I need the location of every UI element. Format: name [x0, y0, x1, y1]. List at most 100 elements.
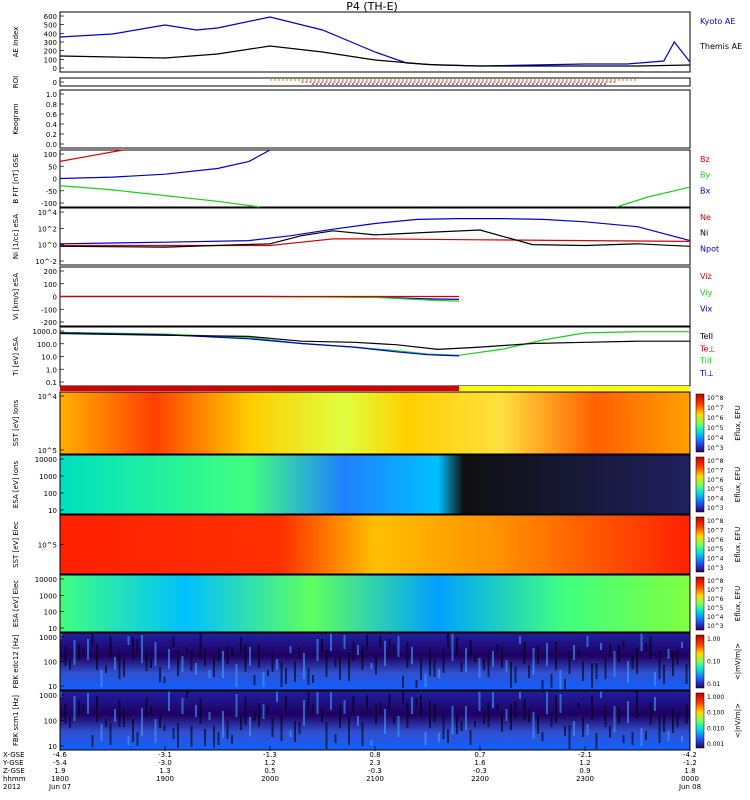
fbk_b-stripe — [537, 716, 539, 734]
fbk_e-stripe — [676, 650, 679, 665]
fbk_e-stripe — [663, 665, 665, 684]
fbk_e-stripe — [343, 635, 346, 649]
fbk_b-stripe — [595, 733, 598, 749]
fbk_b-stripe — [523, 698, 526, 720]
fbk_b-stripe — [586, 724, 589, 735]
fbk_b-stripe — [100, 724, 103, 741]
fbk_e-stripe — [199, 633, 202, 659]
fbk_b-stripe — [492, 692, 494, 708]
fbk_e-stripe — [190, 650, 193, 671]
fbk_e-stripe — [600, 643, 602, 650]
fbk_b-stripe — [505, 709, 508, 721]
fbk_e-stripe — [294, 661, 296, 682]
fbk_b-stripe — [78, 700, 80, 716]
fbk_b-stripe — [478, 691, 481, 711]
sst_elec-ylabel: SST [eV] Elec — [12, 521, 20, 568]
keogram-background — [60, 90, 690, 148]
fbk_b-stripe — [415, 698, 418, 706]
fbk_b-stripe — [442, 716, 445, 739]
x-tick-value: 1900 — [156, 775, 174, 783]
fbk_e-stripe — [528, 665, 530, 678]
fbk_e-stripe — [348, 653, 350, 681]
fbk_b-stripe — [636, 691, 638, 718]
fbk_b-stripe — [348, 717, 350, 745]
esa_elec-ytick-label: 10000 — [35, 576, 57, 584]
fbk_b-stripe — [105, 719, 107, 727]
fbk_b-stripe — [366, 695, 368, 710]
fbk_e-stripe — [402, 676, 404, 688]
fbk_e-stripe — [280, 662, 283, 687]
panel-keogram: Keogram 1.0 0.8 0.6 0.4 0.2 0.0 — [12, 89, 691, 149]
fbk_b-stripe — [645, 731, 647, 740]
esa_ion-colorbar-tick: 10^4 — [707, 496, 724, 503]
fbk_e-stripe — [442, 650, 445, 673]
x-tick-value: 2.3 — [369, 759, 380, 767]
keogram-ytick-label: 0.4 — [46, 121, 58, 129]
fbk_e-stripe — [168, 649, 170, 669]
fbk_b-stripe — [145, 698, 148, 717]
fbk_b-stripe — [559, 694, 562, 713]
fbk_e-stripe — [82, 648, 85, 655]
fbk_b-colorbar-tick: 0.100 — [707, 710, 724, 717]
fbk_b-stripe — [676, 712, 679, 727]
fbk_e-stripe — [73, 640, 76, 665]
fbk_b-stripe — [397, 716, 400, 737]
x-row-label: Y-GSE — [2, 759, 24, 767]
fbk_b-stripe — [312, 705, 314, 713]
keogram-ytick-label: 1.0 — [46, 91, 57, 99]
fbk_e-stripe — [195, 663, 197, 675]
fbk_e-colorbar-tick: 0.10 — [707, 659, 721, 666]
fbk_e-stripe — [672, 652, 674, 676]
fbk_b-stripe — [456, 715, 458, 734]
fbk_e-stripe — [537, 646, 539, 664]
fbk_b-stripe — [208, 712, 211, 720]
fbk_e-ylabel: FBK edc12 [Hz] — [12, 634, 20, 688]
fbk_b-stripe — [73, 696, 76, 721]
fbk_e-stripe — [609, 644, 611, 656]
fbk_e-stripe — [510, 662, 512, 688]
fbk_e-stripe — [631, 656, 634, 669]
fbk_e-stripe — [411, 647, 413, 664]
fbk_e-stripe — [258, 644, 260, 668]
sst_elec-colorbar-tick: 10^4 — [707, 556, 724, 563]
fbk_e-stripe — [60, 633, 62, 639]
esa_ion-spectrogram — [60, 455, 690, 514]
x-tick-value: -0.3 — [473, 767, 487, 775]
ae-ytick-label: 200 — [44, 48, 57, 56]
x-tick-value: 1.2 — [264, 759, 275, 767]
fbk_e-stripe — [564, 679, 566, 689]
fbk_b-ytick-label: 1000 — [39, 692, 57, 700]
esa_ion-ylabel: ESA [eV] Ions — [12, 461, 20, 509]
ti-ylabel: Ti [eV] eSA — [12, 337, 20, 377]
fbk_b-stripe — [235, 694, 238, 717]
esa_elec-colorbar-tick: 10^3 — [707, 623, 724, 630]
fbk_b-ytick-label: 10 — [48, 743, 57, 751]
panel-fbk_b: FBK scm1 [Hz] 1000 100 10 1.000 0.100 0.010 0.0… — [12, 690, 742, 751]
fbk_b-stripe — [258, 703, 260, 727]
fbk_b-stripe — [393, 717, 395, 724]
bfit-legend-entry: By — [700, 171, 710, 180]
fbk_b-colorbar-tick: 0.010 — [707, 725, 724, 732]
fbk_b-stripe — [199, 698, 202, 724]
fbk_e-stripe — [159, 667, 161, 682]
fbk_e-stripe — [334, 658, 337, 667]
fbk_b-stripe — [370, 740, 373, 746]
sst_ion-colorbar-tick: 10^3 — [707, 445, 724, 452]
fbk_b-stripe — [285, 696, 287, 712]
fbk_b-stripe — [204, 729, 206, 746]
ae-background — [60, 12, 690, 72]
esa_elec-ytick-label: 10 — [48, 625, 57, 633]
fbk_e-stripe — [559, 670, 562, 689]
plot-title: P4 (TH-E) — [346, 0, 398, 13]
bfit-ytick-label: 100 — [44, 151, 57, 159]
fbk_b-colorbar — [695, 692, 705, 749]
fbk_e-stripe — [483, 659, 485, 670]
fbk_b-stripe — [64, 704, 67, 724]
fbk_e-stripe — [235, 664, 238, 687]
fbk_e-stripe — [582, 661, 584, 681]
fbk_b-stripe — [321, 709, 323, 722]
fbk_b-stripe — [123, 709, 125, 727]
ni-series-Ni — [59, 218, 691, 245]
panel-roi: ROI 0 — [12, 76, 691, 88]
